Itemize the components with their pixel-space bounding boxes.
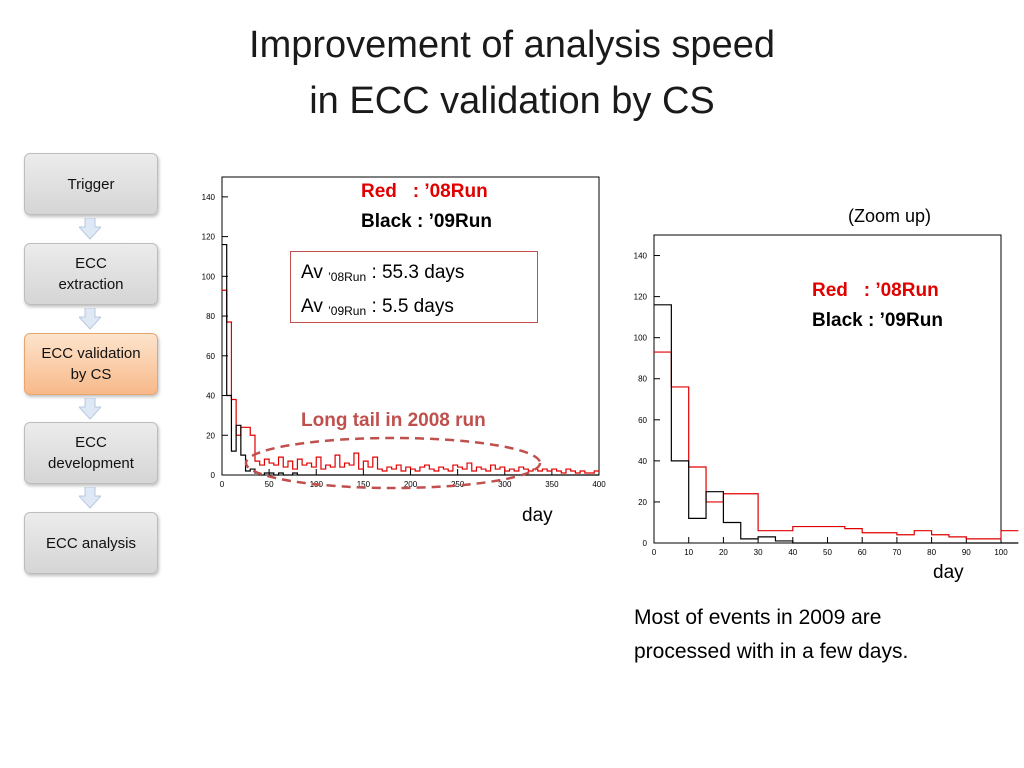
y-tick-label: 20 [638, 498, 647, 507]
conclusion-text: Most of events in 2009 are processed wit… [634, 601, 908, 669]
y-tick-label: 120 [634, 293, 648, 302]
x-tick-label: 400 [592, 480, 606, 489]
x-tick-label: 60 [858, 548, 867, 557]
series-line [654, 304, 1019, 544]
down-arrow-icon [79, 487, 101, 509]
step-label: ECC development [48, 434, 134, 472]
y-tick-label: 0 [211, 471, 216, 480]
workflow-step-ecc-validation: ECC validation by CS [24, 333, 158, 395]
tail-highlight-ellipse [244, 436, 542, 490]
av-value: : 55.3 days [371, 262, 465, 283]
y-tick-label: 0 [643, 539, 648, 548]
y-tick-label: 20 [206, 431, 215, 440]
x-tick-label: 90 [962, 548, 971, 557]
x-tick-label: 50 [823, 548, 832, 557]
histogram-right: 0 20 40 60 80 100 120 140 0 10 20 30 40 50 60 70 80 90 100 [634, 234, 1019, 557]
workflow-step-ecc-extraction: ECC extraction [24, 243, 158, 305]
long-tail-annotation: Long tail in 2008 run [301, 410, 486, 431]
x-tick-label: 80 [927, 548, 936, 557]
x-tick-label: 20 [719, 548, 728, 557]
y-tick-label: 40 [638, 457, 647, 466]
x-tick-label: 200 [404, 480, 418, 489]
step-label: ECC extraction [58, 255, 124, 293]
down-arrow-icon [79, 308, 101, 330]
average-2008: Av ’08Run : 55.3 days [301, 258, 537, 292]
x-tick-label: 0 [652, 548, 657, 557]
av-value: : 5.5 days [371, 296, 454, 317]
x-axis-label-left: day [522, 505, 553, 526]
y-tick-label: 60 [638, 416, 647, 425]
y-tick-label: 80 [638, 375, 647, 384]
x-tick-label: 100 [994, 548, 1008, 557]
down-arrow-icon [79, 218, 101, 240]
y-tick-label: 100 [202, 272, 216, 281]
legend-red-right: Red : ’08Run [812, 280, 939, 301]
x-axis-label-right: day [933, 562, 964, 583]
conclusion-line1: Most of events in 2009 are [634, 606, 882, 629]
x-tick-label: 10 [684, 548, 693, 557]
down-arrow-icon [79, 398, 101, 420]
y-tick-label: 40 [206, 392, 215, 401]
y-tick-label: 140 [634, 252, 648, 261]
av-subscript: ’09Run [328, 304, 367, 318]
y-tick-label: 120 [202, 233, 216, 242]
workflow-step-trigger: Trigger [24, 153, 158, 215]
legend-black-left: Black : ’09Run [361, 211, 492, 232]
x-tick-label: 0 [220, 480, 225, 489]
zoom-up-label: (Zoom up) [848, 206, 932, 226]
x-tick-label: 30 [754, 548, 763, 557]
av-label: Av [301, 262, 323, 283]
legend-red-left: Red : ’08Run [361, 181, 488, 202]
y-tick-label: 140 [202, 193, 216, 202]
y-tick-label: 100 [634, 334, 648, 343]
legend-black-right: Black : ’09Run [812, 310, 943, 331]
slide-title-line1: Improvement of analysis speed [249, 24, 775, 66]
y-tick-label: 60 [206, 352, 215, 361]
x-tick-label: 40 [788, 548, 797, 557]
x-tick-label: 300 [498, 480, 512, 489]
step-label: ECC validation by CS [41, 345, 141, 383]
x-tick-label: 70 [892, 548, 901, 557]
conclusion-line2: processed with in a few days. [634, 640, 909, 663]
x-tick-label: 250 [451, 480, 465, 489]
workflow-step-ecc-analysis: ECC analysis [24, 512, 158, 574]
series-line [222, 289, 599, 474]
slide-title-line2: in ECC validation by CS [309, 80, 715, 122]
average-box: Av ’08Run : 55.3 days Av ’09Run : 5.5 da… [290, 251, 538, 323]
x-tick-label: 150 [357, 480, 371, 489]
y-tick-label: 80 [206, 312, 215, 321]
av-label: Av [301, 296, 323, 317]
x-tick-label: 350 [545, 480, 559, 489]
average-2009: Av ’09Run : 5.5 days [301, 292, 537, 326]
workflow-step-ecc-development: ECC development [24, 422, 158, 484]
x-tick-label: 50 [265, 480, 274, 489]
av-subscript: ’08Run [328, 270, 367, 284]
series-line [654, 351, 1019, 540]
